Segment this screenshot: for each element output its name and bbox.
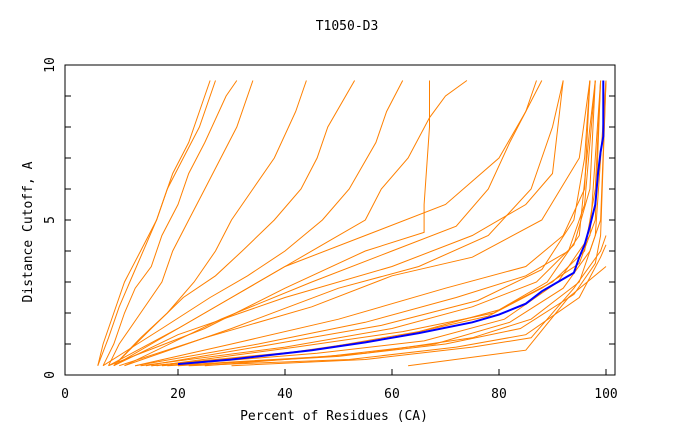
axis-ticks: 0 20 40 60 80 100 0 5 10: [43, 57, 618, 402]
model-series-line-5: [113, 80, 307, 367]
x-tick-label: 80: [491, 387, 507, 402]
model-series-line-14: [140, 80, 596, 367]
model-series-line-2: [97, 80, 216, 366]
x-tick-label: 60: [384, 387, 400, 402]
model-series-line-15: [151, 80, 602, 367]
model-series-line-3: [102, 80, 238, 366]
y-tick-label: 5: [43, 216, 58, 224]
model-series-line-28: [231, 235, 607, 367]
model-series-line-22: [145, 80, 591, 367]
y-tick-label: 10: [43, 57, 58, 73]
y-axis-label: Distance Cutoff, A: [21, 161, 36, 302]
model-series-line-23: [124, 80, 564, 367]
plot-lines: [97, 80, 607, 367]
model-series-line-20: [408, 266, 607, 367]
x-tick-label: 0: [61, 387, 69, 402]
model-series-line-6: [113, 80, 356, 367]
x-tick-label: 40: [277, 387, 293, 402]
plot-frame: [64, 64, 616, 376]
model-series-line-10: [113, 80, 564, 367]
model-series-line-25: [124, 80, 543, 367]
model-series-line-1: [97, 80, 211, 366]
model-series-line-21: [204, 80, 607, 367]
chart-title: T1050-D3: [316, 19, 379, 34]
model-series-line-19: [188, 244, 607, 367]
highlight-series-line: [177, 80, 605, 366]
model-series-line-11: [119, 80, 591, 367]
y-tick-label: 0: [43, 371, 58, 379]
model-series-line-16: [151, 80, 602, 367]
x-tick-label: 100: [594, 387, 617, 402]
model-series-line-13: [135, 80, 596, 367]
model-series-line-4: [108, 80, 254, 366]
model-series-line-12: [135, 80, 591, 367]
model-series-line-9: [108, 80, 430, 367]
model-series-line-26: [156, 80, 596, 367]
x-tick-label: 20: [170, 387, 186, 402]
model-series-line-7: [102, 80, 404, 367]
model-series-line-17: [167, 80, 607, 367]
model-series-line-27: [161, 80, 602, 367]
x-axis-label: Percent of Residues (CA): [240, 409, 428, 424]
